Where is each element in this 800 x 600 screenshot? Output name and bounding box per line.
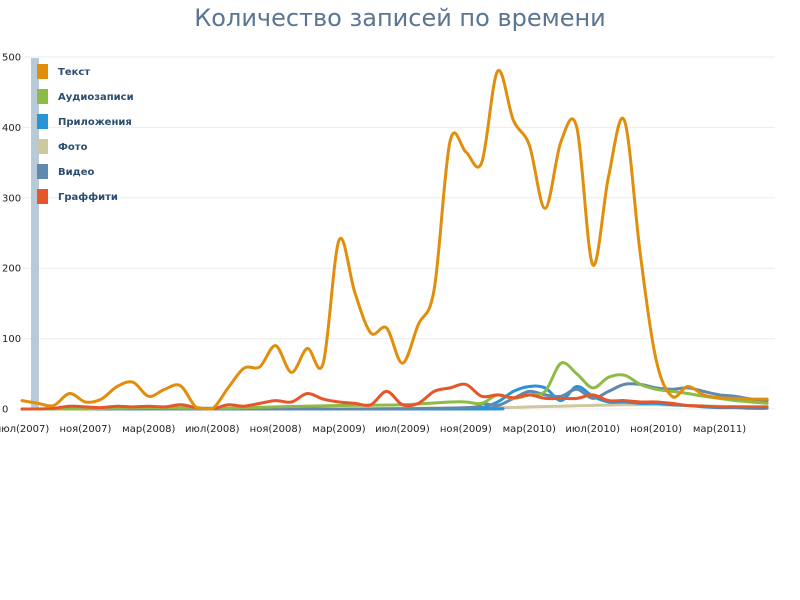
x-tick-label: мар(2010) bbox=[503, 424, 556, 435]
series-lines bbox=[20, 69, 769, 411]
y-tick-label: 500 bbox=[2, 53, 21, 64]
series-line-4 bbox=[20, 382, 769, 411]
chart-title: Количество записей по времени bbox=[194, 4, 606, 32]
y-tick-label: 100 bbox=[2, 334, 21, 345]
y-tick-label: 200 bbox=[2, 264, 21, 275]
legend-label: Граффити bbox=[58, 191, 118, 203]
y-tick-label: 0 bbox=[2, 405, 8, 416]
x-tick-label: ноя(2009) bbox=[440, 424, 492, 435]
legend-swatch bbox=[37, 64, 48, 79]
legend-swatch bbox=[37, 189, 48, 204]
legend: Текст Аудиозаписи Приложения Фото Видео Графф… bbox=[37, 64, 134, 204]
x-tick-label: июл(2009) bbox=[375, 424, 430, 435]
legend-label: Аудиозаписи bbox=[58, 92, 134, 103]
legend-swatch bbox=[37, 89, 48, 104]
x-tick-label: ноя(2007) bbox=[59, 424, 111, 435]
x-tick-label: июл(2010) bbox=[565, 424, 620, 435]
legend-swatch bbox=[37, 114, 48, 129]
y-tick-label: 400 bbox=[2, 123, 21, 134]
series-line-5 bbox=[20, 382, 769, 411]
x-tick-label: июл(2007) bbox=[0, 424, 49, 435]
legend-swatch bbox=[37, 139, 48, 154]
legend-sidebar-bar bbox=[31, 58, 39, 408]
x-axis-ticks: июл(2007) ноя(2007) мар(2008) июл(2008) ноя(… bbox=[0, 424, 746, 435]
x-tick-label: мар(2009) bbox=[312, 424, 365, 435]
legend-label: Видео bbox=[58, 167, 94, 178]
x-tick-label: ноя(2008) bbox=[250, 424, 302, 435]
legend-label: Приложения bbox=[58, 117, 132, 128]
series-line-1 bbox=[20, 361, 769, 411]
legend-label: Фото bbox=[58, 142, 88, 153]
x-tick-label: мар(2011) bbox=[693, 424, 746, 435]
series-line-0 bbox=[20, 69, 769, 411]
x-tick-label: мар(2008) bbox=[122, 424, 175, 435]
y-tick-label: 300 bbox=[2, 193, 21, 204]
x-tick-label: ноя(2010) bbox=[630, 424, 682, 435]
legend-swatch bbox=[37, 164, 48, 179]
y-axis-ticks: 0 100 200 300 400 500 bbox=[2, 53, 21, 416]
x-tick-label: июл(2008) bbox=[185, 424, 240, 435]
legend-label: Текст bbox=[58, 67, 90, 78]
